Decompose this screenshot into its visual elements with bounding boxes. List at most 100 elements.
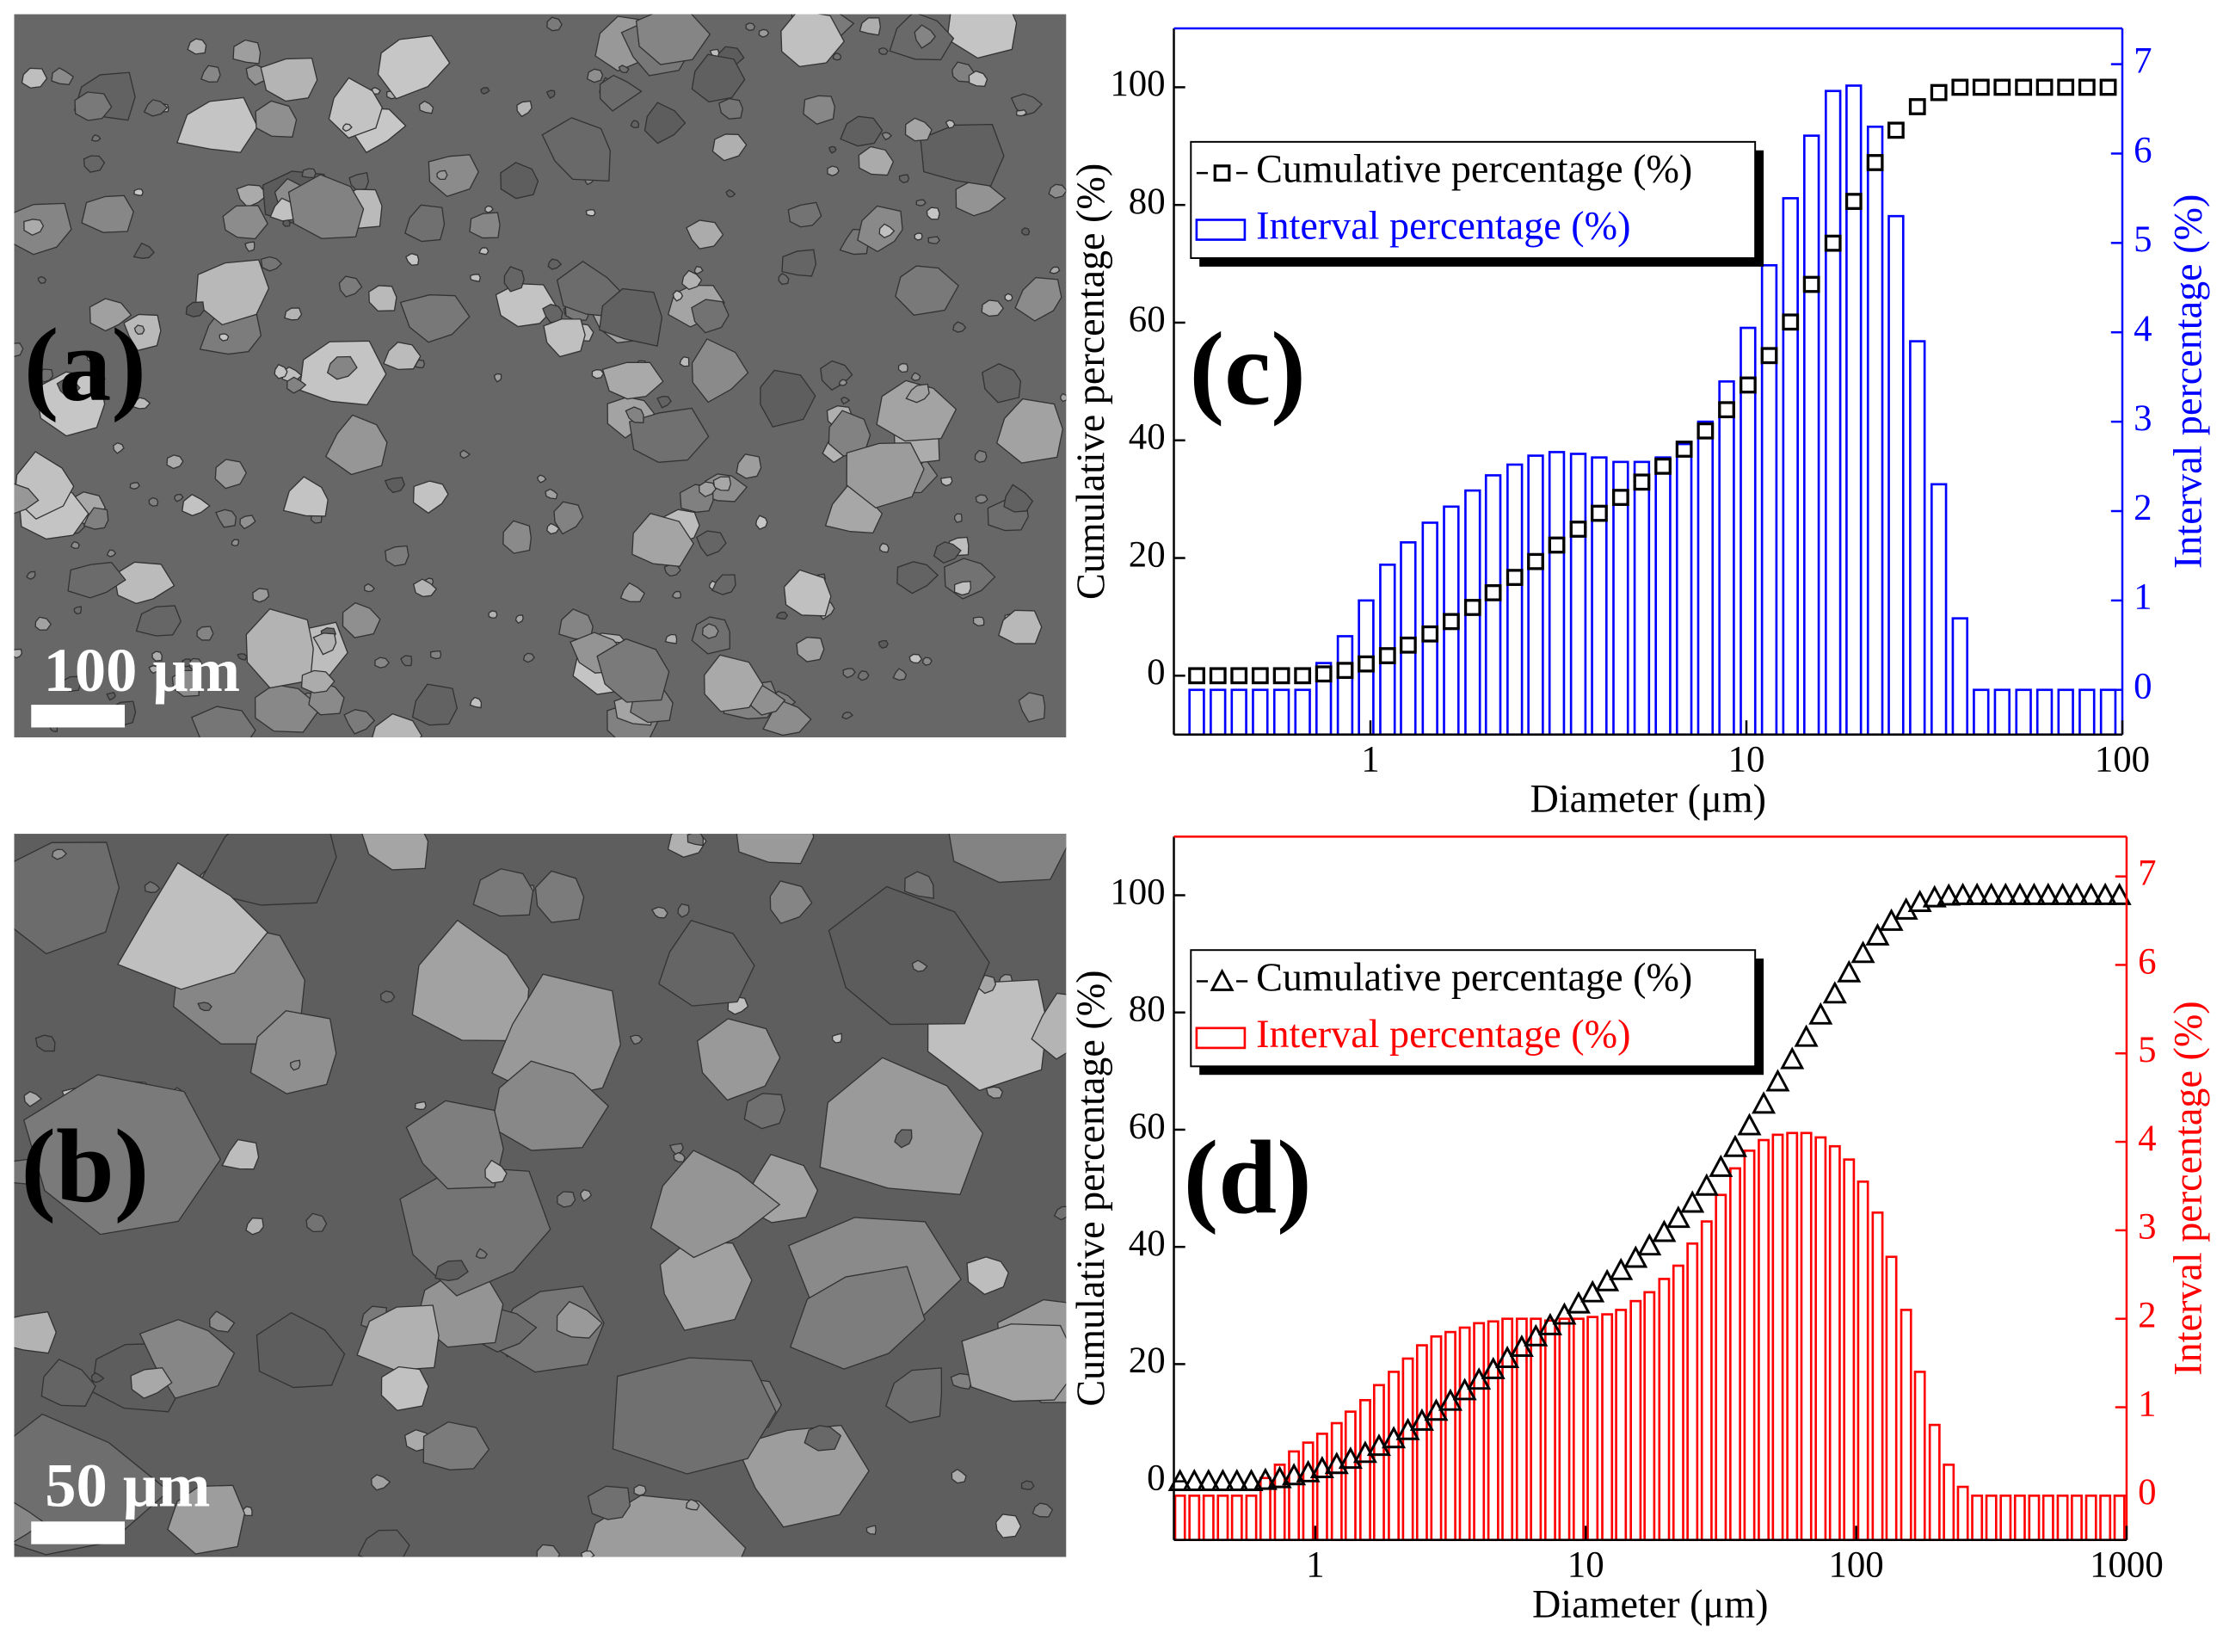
particle [995, 398, 1063, 464]
y-tick-label: 20 [1129, 534, 1166, 575]
particle [787, 201, 822, 228]
particle [274, 363, 288, 379]
marker [1979, 882, 2004, 905]
legend-marker [1213, 164, 1231, 182]
marker [1951, 78, 1969, 96]
bar [1210, 688, 1227, 737]
y2-tick-label: 1 [2138, 1384, 2156, 1424]
particle [635, 14, 711, 65]
particle [711, 133, 748, 162]
particle [671, 590, 682, 600]
bar [2015, 688, 2032, 737]
particle [214, 459, 248, 490]
y-axis-title: Cumulative percentage (%) [1068, 970, 1112, 1406]
bar [1216, 1495, 1229, 1542]
y-tick-label: 40 [1129, 417, 1166, 458]
particle [116, 861, 269, 990]
particle [658, 919, 755, 1007]
particle [282, 476, 329, 517]
particle [245, 1217, 264, 1236]
particle [601, 361, 664, 400]
particle [300, 669, 336, 693]
bar [1515, 1317, 1528, 1542]
marker [1188, 667, 1205, 685]
bar [2113, 1495, 2126, 1542]
bar [1358, 1398, 1371, 1542]
bar [2099, 688, 2117, 737]
marker [1591, 504, 1608, 522]
y-axis-title: Cumulative percentage (%) [1068, 163, 1112, 600]
x-tick-label: 1000 [2090, 1545, 2164, 1586]
particle [219, 333, 230, 342]
particle [865, 1525, 877, 1535]
y2-tick-label: 7 [2138, 853, 2156, 893]
bar [1943, 1464, 1955, 1542]
particle [631, 513, 694, 567]
marker [2035, 882, 2060, 905]
y2-tick-label: 7 [2134, 40, 2152, 81]
bar [1421, 521, 1438, 737]
bar [2057, 688, 2074, 737]
particle [338, 275, 363, 298]
marker [2107, 882, 2132, 905]
bar [1629, 1299, 1642, 1542]
particle [514, 614, 524, 625]
particle [968, 70, 988, 87]
particle [418, 100, 434, 114]
particle [656, 396, 672, 409]
particle [778, 273, 790, 286]
particle [215, 509, 237, 528]
x-axis-title: Diameter (μm) [1530, 776, 1766, 820]
x-tick-label: 10 [1567, 1545, 1604, 1586]
particle [148, 496, 159, 507]
particle [14, 841, 120, 955]
particle [422, 1421, 490, 1471]
particle [490, 1060, 609, 1151]
particle [921, 656, 933, 666]
bar [1887, 214, 1905, 737]
bar [1658, 1278, 1671, 1542]
particle [89, 298, 132, 332]
particle [384, 477, 405, 494]
particle [194, 834, 337, 906]
x-tick-label: 1 [1306, 1545, 1324, 1586]
particle [14, 342, 24, 357]
marker [1296, 1459, 1321, 1482]
particle [951, 1468, 967, 1484]
particle [196, 626, 214, 641]
bar [1415, 1344, 1428, 1542]
bar [1336, 635, 1354, 737]
particle [14, 649, 23, 659]
bar [1909, 340, 1926, 737]
bar [2028, 1495, 2041, 1542]
particle [83, 507, 109, 530]
marker [1718, 401, 1735, 419]
particle [51, 67, 75, 85]
y-tick-label: 80 [1129, 989, 1166, 1030]
marker [1253, 1467, 1278, 1490]
particle [769, 880, 813, 924]
marker [1965, 882, 1990, 905]
particle [599, 287, 663, 347]
particle [133, 188, 145, 197]
marker [1930, 83, 1948, 102]
legend-label: Cumulative percentage (%) [1256, 147, 1692, 191]
particle [1003, 484, 1034, 513]
particle [237, 653, 248, 661]
y-tick-label: 0 [1147, 652, 1165, 693]
marker [2035, 78, 2054, 96]
particle [841, 712, 853, 720]
particle [475, 1248, 489, 1259]
y-tick-label: 20 [1129, 1341, 1166, 1381]
particle [914, 24, 936, 49]
particle [712, 476, 732, 491]
particle [361, 834, 429, 871]
bar [1252, 688, 1269, 737]
marker [2057, 78, 2075, 96]
particle [804, 1425, 842, 1452]
particle [677, 903, 690, 918]
marker [1765, 1069, 1790, 1092]
bar [1506, 463, 1524, 737]
particle [83, 155, 106, 173]
marker [1633, 473, 1651, 491]
